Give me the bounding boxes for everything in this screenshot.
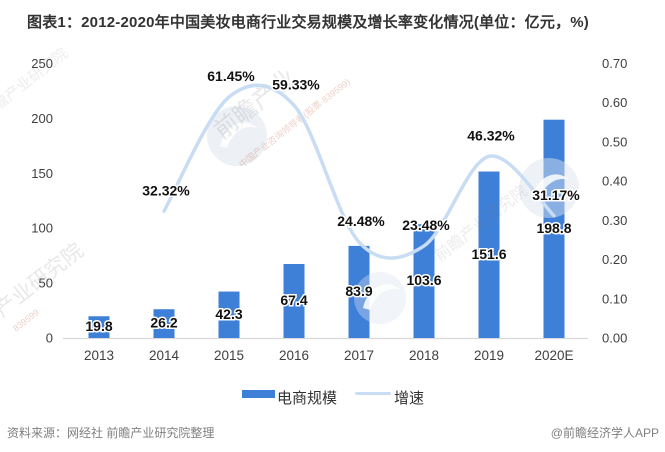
- line-value-label-2017: 24.48%: [337, 213, 385, 229]
- bar-value-label-2018: 103.6: [406, 272, 441, 288]
- right-axis-tick-0.00: 0.00: [602, 331, 627, 346]
- bar-2018: [413, 224, 435, 338]
- left-axis-tick-50: 50: [39, 276, 53, 291]
- left-axis-tick-100: 100: [31, 221, 53, 236]
- watermark-text: 产业研究院: [0, 239, 88, 322]
- line-value-label-2015: 61.45%: [207, 68, 255, 84]
- bar-2020E: [543, 119, 565, 339]
- line-value-label-2016: 59.33%: [272, 76, 320, 92]
- bar-2014: [153, 309, 175, 338]
- bar-value-label-2014: 26.2: [150, 315, 177, 331]
- legend-line-label: 增速: [394, 390, 425, 407]
- left-axis-tick-250: 250: [31, 56, 53, 71]
- watermark-logo-swoosh: [220, 122, 257, 148]
- growth-line: [162, 83, 556, 260]
- right-axis-tick-0.70: 0.70: [602, 56, 627, 71]
- bar-value-label-2017: 83.9: [345, 283, 372, 299]
- bar-2017: [348, 245, 370, 338]
- x-axis-label-2016: 2016: [279, 348, 309, 363]
- x-axis-label-2015: 2015: [214, 348, 244, 363]
- bar-value-label-2013: 19.8: [85, 318, 112, 334]
- legend-line-swatch: [355, 392, 391, 395]
- line-value-label-2014: 32.32%: [142, 182, 190, 198]
- watermark-logo-circle: [354, 272, 406, 324]
- legend-bar-swatch: [242, 390, 275, 398]
- bar-value-label-2015: 42.3: [215, 306, 242, 322]
- x-axis-label-2014: 2014: [149, 348, 180, 363]
- x-axis-label-2019: 2019: [474, 348, 504, 363]
- bar-value-label-2019: 151.6: [471, 246, 506, 262]
- right-axis-tick-0.40: 0.40: [602, 174, 627, 189]
- source-note: 资料来源：网经社 前瞻产业研究院整理: [7, 426, 215, 440]
- x-axis-label-2017: 2017: [344, 348, 374, 363]
- bar-value-label-2016: 67.4: [280, 292, 307, 308]
- right-axis-tick-0.30: 0.30: [602, 213, 627, 228]
- watermark-logo-swoosh: [532, 174, 569, 200]
- line-value-label-2018: 23.48%: [402, 217, 450, 233]
- watermark-logo-swoosh: [363, 284, 400, 310]
- x-axis-label-2018: 2018: [409, 348, 439, 363]
- line-value-label-2019: 46.32%: [467, 127, 515, 143]
- right-axis-tick-0.50: 0.50: [602, 134, 627, 149]
- line-value-label-2020E: 31.17%: [532, 187, 580, 203]
- bar-2019: [478, 171, 500, 338]
- brand-note: @前瞻经济学人APP: [550, 426, 659, 440]
- legend-bar-label: 电商规模: [277, 390, 338, 407]
- bar-2015: [218, 291, 240, 338]
- x-axis-label-2020E: 2020E: [534, 348, 573, 363]
- right-axis-tick-0.20: 0.20: [602, 252, 627, 267]
- right-axis-tick-0.60: 0.60: [602, 95, 627, 110]
- bar-2016: [283, 263, 305, 338]
- left-axis-tick-0: 0: [46, 331, 53, 346]
- bar-2013: [88, 316, 110, 338]
- left-axis-tick-200: 200: [31, 111, 53, 126]
- right-axis-tick-0.10: 0.10: [602, 291, 627, 306]
- x-axis-label-2013: 2013: [84, 348, 114, 363]
- bar-value-label-2020E: 198.8: [536, 220, 571, 236]
- watermark-logo-circle: [519, 158, 579, 218]
- watermark-logo-circle: [207, 106, 267, 166]
- chart-title: 图表1：2012-2020年中国美妆电商行业交易规模及增长率变化情况(单位：亿元…: [27, 14, 590, 31]
- left-axis-tick-150: 150: [31, 166, 53, 181]
